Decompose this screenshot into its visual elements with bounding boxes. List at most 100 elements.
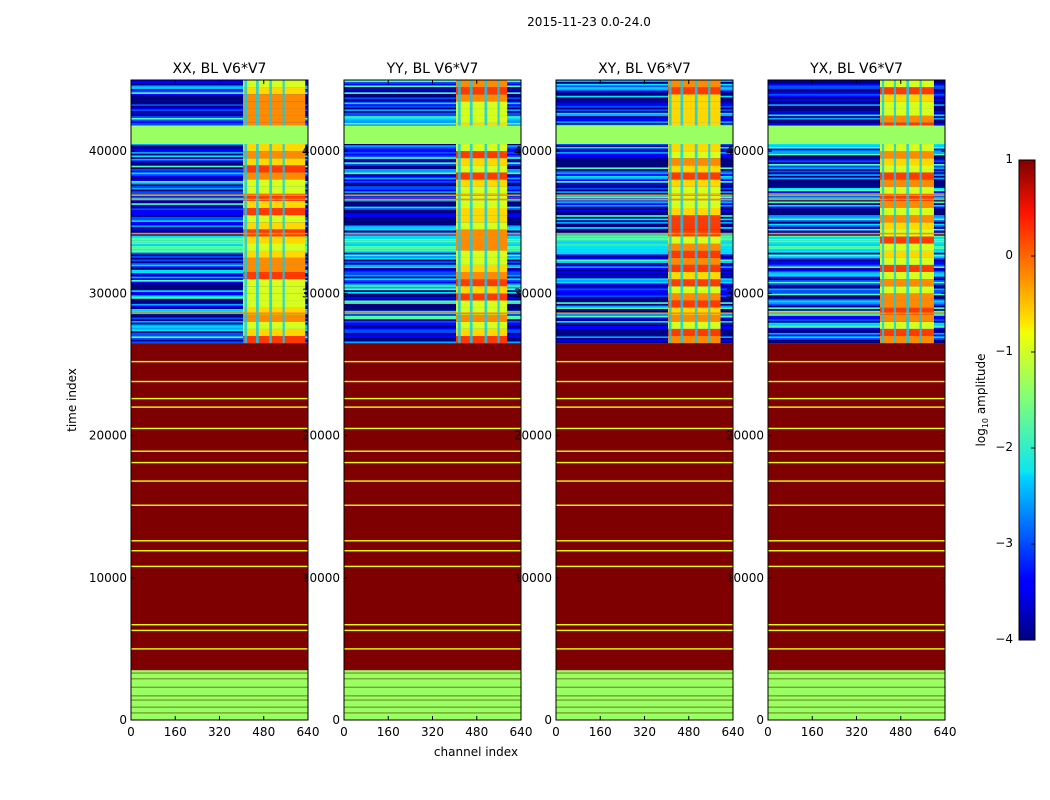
noise-row bbox=[344, 189, 521, 192]
rfi-cell bbox=[456, 321, 508, 329]
rfi-cell bbox=[243, 186, 306, 194]
y-tick-label: 40000 bbox=[302, 144, 340, 158]
noise-row bbox=[556, 233, 733, 236]
noise-row bbox=[344, 204, 521, 207]
x-tick-label: 0 bbox=[552, 725, 560, 739]
noise-row bbox=[556, 302, 733, 304]
noise-row bbox=[344, 153, 521, 156]
noise-row bbox=[556, 153, 733, 156]
noise-row bbox=[768, 227, 945, 229]
noise-row bbox=[344, 337, 521, 340]
noise-row bbox=[768, 319, 945, 321]
noise-row bbox=[768, 237, 945, 240]
x-tick-label: 160 bbox=[589, 725, 612, 739]
rfi-cell bbox=[456, 336, 508, 344]
noise-row bbox=[556, 143, 733, 146]
noise-row bbox=[768, 201, 945, 204]
noise-row bbox=[556, 112, 733, 115]
rfi-cell bbox=[456, 314, 508, 322]
noise-row bbox=[768, 336, 945, 338]
noise-row bbox=[768, 320, 945, 323]
time-stripe bbox=[768, 686, 945, 688]
rfi-cell bbox=[668, 321, 721, 329]
noise-row bbox=[556, 259, 733, 262]
time-stripe bbox=[768, 450, 945, 452]
noise-row bbox=[556, 297, 733, 299]
noise-row bbox=[344, 315, 521, 318]
noise-row bbox=[131, 293, 308, 296]
noise-row bbox=[131, 227, 308, 229]
noise-row bbox=[344, 242, 521, 245]
orange-line bbox=[556, 198, 733, 201]
noise-row bbox=[556, 204, 733, 207]
rfi-cell bbox=[668, 94, 721, 102]
rfi-cell bbox=[668, 193, 721, 201]
noise-row bbox=[556, 148, 733, 151]
noise-row bbox=[344, 290, 521, 292]
noise-row bbox=[768, 148, 945, 151]
rfi-cell bbox=[243, 172, 306, 180]
y-tick-label: 20000 bbox=[89, 429, 127, 443]
noise-row bbox=[768, 196, 945, 199]
noise-row bbox=[344, 148, 521, 151]
noise-row bbox=[131, 334, 308, 337]
noise-row bbox=[344, 119, 521, 122]
x-tick-label: 0 bbox=[764, 725, 772, 739]
rfi-cell bbox=[668, 222, 721, 230]
noise-row bbox=[131, 256, 308, 258]
noise-row bbox=[768, 175, 945, 178]
noise-row bbox=[131, 186, 308, 188]
noise-row bbox=[556, 208, 733, 210]
noise-row bbox=[344, 117, 521, 120]
rfi-channel-stripe bbox=[919, 80, 922, 344]
noise-row bbox=[344, 116, 521, 118]
noise-row bbox=[131, 102, 308, 105]
noise-row bbox=[344, 329, 521, 332]
noise-row bbox=[556, 276, 733, 279]
noise-row bbox=[131, 298, 308, 301]
time-stripe bbox=[556, 397, 733, 400]
time-stripe bbox=[768, 360, 945, 363]
y-tick-label: 10000 bbox=[514, 571, 552, 585]
x-tick-label: 480 bbox=[465, 725, 488, 739]
x-tick-label: 640 bbox=[934, 725, 957, 739]
rfi-cell bbox=[456, 286, 508, 294]
noise-row bbox=[556, 317, 733, 320]
noise-row bbox=[131, 308, 308, 311]
noise-row bbox=[556, 151, 733, 154]
noise-row bbox=[556, 329, 733, 332]
noise-row bbox=[768, 303, 945, 306]
rfi-cell bbox=[243, 222, 306, 230]
noise-row bbox=[768, 221, 945, 224]
noise-row bbox=[131, 322, 308, 325]
noise-row bbox=[344, 155, 521, 158]
time-stripe bbox=[556, 550, 733, 552]
noise-row bbox=[556, 327, 733, 330]
noise-row bbox=[131, 262, 308, 265]
time-stripe bbox=[131, 695, 308, 697]
y-tick-label: 30000 bbox=[514, 286, 552, 300]
noise-row bbox=[131, 223, 308, 226]
figure-title: 2015-11-23 0.0-24.0 bbox=[527, 15, 651, 29]
noise-row bbox=[768, 300, 945, 303]
noise-row bbox=[344, 262, 521, 265]
orange-line bbox=[344, 312, 521, 315]
noise-row bbox=[768, 250, 945, 253]
noise-row bbox=[768, 256, 945, 258]
noise-row bbox=[556, 109, 733, 112]
noise-row bbox=[556, 215, 733, 217]
noise-row bbox=[344, 213, 521, 216]
noise-row bbox=[344, 104, 521, 106]
rfi-cell bbox=[668, 208, 721, 216]
rfi-cell bbox=[243, 272, 306, 280]
noise-row bbox=[556, 175, 733, 178]
panel-2: XY, BL V6*V7 0 160 320 480 640 0 10000 20000 3000… bbox=[514, 61, 745, 739]
x-tick-label: 320 bbox=[845, 725, 868, 739]
noise-row bbox=[131, 269, 308, 272]
noise-row bbox=[344, 225, 521, 228]
rfi-cell bbox=[456, 186, 508, 194]
noise-row bbox=[768, 247, 945, 250]
time-stripe bbox=[556, 406, 733, 408]
time-stripe bbox=[768, 427, 945, 430]
noise-row bbox=[131, 209, 308, 212]
